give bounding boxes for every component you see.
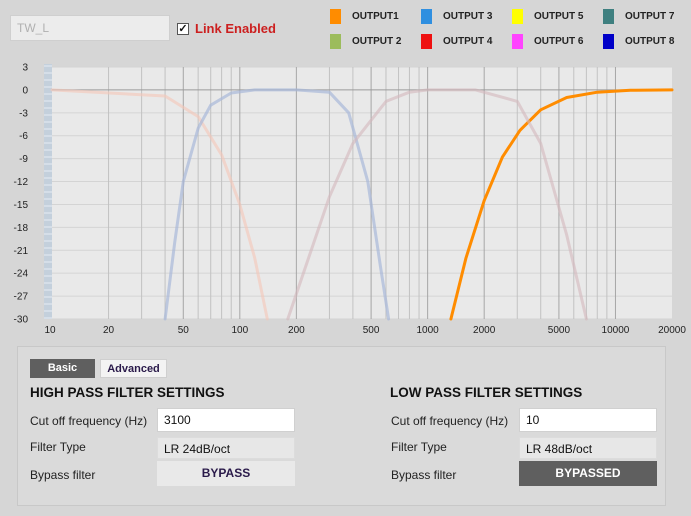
response-curve-1: [449, 88, 674, 321]
x-tick-label: 5000: [548, 325, 571, 336]
link-enabled-toggle[interactable]: ✓ Link Enabled: [177, 21, 276, 36]
frequency-response-chart: 3 0 -3 -6 -9 -12 -15 -18 -21 -24 -27 -30 10 20 50 100 20…: [0, 62, 691, 338]
lpf-cutoff-label: Cut off frequency (Hz): [391, 414, 509, 428]
link-checkbox[interactable]: ✓: [177, 22, 189, 35]
x-tick-label: 10: [44, 325, 56, 336]
x-tick-label: 2000: [473, 325, 496, 336]
x-tick-label: 200: [288, 325, 305, 336]
legend-label: OUTPUT 2: [352, 36, 402, 47]
legend-label: OUTPUT 6: [534, 36, 584, 47]
y-tick-label: -24: [14, 269, 29, 280]
legend-item-output4[interactable]: OUTPUT 4: [421, 34, 492, 49]
legend-swatch: [421, 9, 432, 24]
x-tick-label: 10000: [602, 325, 630, 336]
legend-item-output8[interactable]: OUTPUT 8: [603, 34, 674, 49]
y-tick-label: -3: [19, 108, 28, 119]
x-tick-label: 20000: [658, 325, 686, 336]
chart-svg: 3 0 -3 -6 -9 -12 -15 -18 -21 -24 -27 -30 10 20 50 100 20…: [14, 63, 687, 337]
x-tick-label: 50: [178, 325, 190, 336]
legend-item-output2[interactable]: OUTPUT 2: [330, 34, 401, 49]
legend-label: OUTPUT 5: [534, 11, 584, 22]
y-tick-label: -6: [19, 131, 28, 142]
link-enabled-label: Link Enabled: [195, 21, 276, 36]
lpf-type-label: Filter Type: [391, 440, 447, 454]
filter-settings-panel: Basic Advanced HIGH PASS FILTER SETTINGS…: [17, 346, 666, 506]
legend-label: OUTPUT 8: [625, 36, 675, 47]
hpf-bypass-button[interactable]: BYPASS: [157, 461, 295, 486]
lpf-bypass-button[interactable]: BYPASSED: [519, 461, 657, 486]
lpf-type-select[interactable]: LR 48dB/oct: [519, 437, 657, 459]
x-tick-label: 500: [363, 325, 380, 336]
tab-advanced[interactable]: Advanced: [100, 359, 167, 378]
output-name-input[interactable]: [10, 15, 170, 41]
response-curve-4: [286, 88, 588, 321]
hpf-type-label: Filter Type: [30, 440, 86, 454]
legend-label: OUTPUT 4: [443, 36, 493, 47]
y-tick-label: -9: [19, 154, 28, 165]
hpf-type-select[interactable]: LR 24dB/oct: [157, 437, 295, 459]
legend-label: OUTPUT1: [352, 11, 399, 22]
x-tick-label: 100: [231, 325, 248, 336]
legend-item-output1[interactable]: OUTPUT1: [330, 9, 399, 24]
hpf-cutoff-input[interactable]: [157, 408, 295, 432]
lpf-section-title: LOW PASS FILTER SETTINGS: [390, 385, 583, 400]
tab-basic[interactable]: Basic: [30, 359, 95, 378]
legend-swatch: [330, 9, 341, 24]
legend-item-output6[interactable]: OUTPUT 6: [512, 34, 583, 49]
y-tick-label: -30: [14, 315, 29, 326]
hpf-cutoff-label: Cut off frequency (Hz): [30, 414, 148, 428]
y-tick-label: 0: [22, 85, 28, 96]
plot-background: [52, 67, 672, 319]
legend-swatch: [421, 34, 432, 49]
y-tick-label: -15: [14, 200, 29, 211]
legend-item-output5[interactable]: OUTPUT 5: [512, 9, 583, 24]
legend-swatch: [603, 9, 614, 24]
legend-swatch: [512, 34, 523, 49]
legend-swatch: [512, 9, 523, 24]
legend-label: OUTPUT 3: [443, 11, 493, 22]
x-tick-label: 20: [103, 325, 115, 336]
y-tick-label: -12: [14, 177, 29, 188]
hpf-bypass-label: Bypass filter: [30, 468, 96, 482]
y-tick-label: -18: [14, 223, 29, 234]
legend-item-output7[interactable]: OUTPUT 7: [603, 9, 674, 24]
y-tick-label: -27: [14, 292, 29, 303]
y-tick-label: -21: [14, 246, 29, 257]
hpf-section-title: HIGH PASS FILTER SETTINGS: [30, 385, 225, 400]
legend-label: OUTPUT 7: [625, 11, 675, 22]
y-tick-label: 3: [22, 63, 28, 74]
lpf-bypass-label: Bypass filter: [391, 468, 457, 482]
response-curve-2: [50, 88, 269, 321]
response-curve-3: [163, 88, 391, 321]
x-tick-label: 1000: [417, 325, 440, 336]
legend-swatch: [603, 34, 614, 49]
lpf-cutoff-input[interactable]: [519, 408, 657, 432]
legend-item-output3[interactable]: OUTPUT 3: [421, 9, 492, 24]
legend-swatch: [330, 34, 341, 49]
